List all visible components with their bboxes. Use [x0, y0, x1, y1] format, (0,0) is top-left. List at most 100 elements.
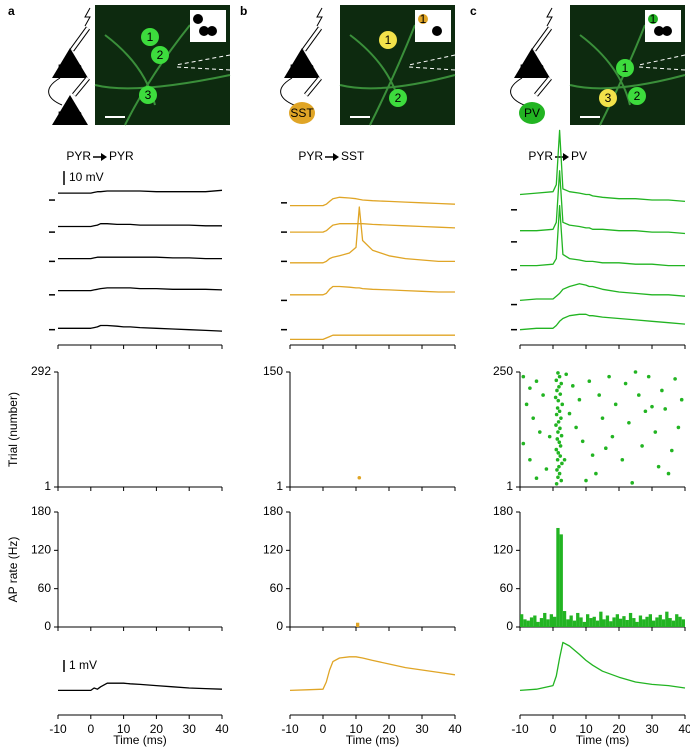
raster-dot — [656, 464, 661, 469]
raster-dot — [670, 448, 674, 453]
histogram-bar — [671, 620, 676, 627]
trace — [58, 287, 223, 292]
raster-dot — [528, 386, 532, 390]
histogram-bar — [592, 616, 596, 627]
histogram-bar — [609, 621, 613, 627]
panel-label: b — [240, 4, 247, 18]
axon — [510, 77, 525, 106]
interneuron — [519, 102, 545, 124]
trace — [290, 334, 455, 341]
raster-dot — [574, 425, 578, 430]
axon — [280, 77, 295, 106]
x-tick-label: 0 — [87, 722, 94, 736]
histogram-bar — [652, 620, 656, 627]
raster-dot — [555, 457, 560, 462]
image-label: 3 — [605, 91, 612, 105]
raster-dot — [559, 381, 564, 386]
raster-dot — [571, 384, 575, 388]
image-label: 1 — [385, 33, 392, 47]
histogram-bar — [635, 621, 639, 627]
histogram-bar — [612, 617, 616, 627]
histogram-bar — [642, 619, 646, 627]
pipette — [175, 54, 231, 71]
raster-dot — [643, 409, 648, 414]
x-tick-label: 40 — [448, 722, 462, 736]
histogram-bar — [566, 619, 570, 627]
histogram-bar — [539, 618, 544, 627]
histogram-bar — [523, 619, 527, 627]
cell-label: PYR — [58, 109, 83, 123]
raster-dot — [558, 444, 563, 448]
axon — [48, 77, 63, 106]
scale-bar-label: 1 mV — [69, 658, 97, 672]
cell-body — [151, 46, 169, 64]
raster-dot — [559, 416, 563, 420]
raster-dot — [531, 416, 535, 420]
histogram-bar — [536, 621, 540, 627]
x-tick-label: 40 — [215, 722, 229, 736]
histogram-bar — [619, 618, 623, 627]
raster-dot — [538, 430, 542, 434]
chart-title-to: PYR — [109, 149, 134, 163]
y-axis-title: Trial (number) — [6, 392, 20, 467]
raster-dot — [564, 372, 568, 377]
histogram-bar — [586, 614, 590, 627]
raster-dot — [547, 434, 552, 439]
histogram-bar — [625, 619, 629, 627]
histogram-bar — [553, 616, 557, 627]
pyr-cell — [514, 48, 550, 78]
cell-body — [389, 89, 407, 107]
scale-bar-label: 10 mV — [69, 170, 104, 184]
raster-dot — [554, 481, 559, 486]
raster-dot — [559, 433, 564, 438]
cell-body — [628, 87, 646, 105]
chart-title-to: PV — [571, 149, 587, 163]
raster-dot — [584, 478, 588, 483]
inset-cell — [662, 26, 672, 36]
histogram-bar — [589, 618, 593, 627]
histogram-bar — [668, 618, 672, 627]
raster-dot — [541, 393, 545, 397]
trace — [519, 129, 686, 203]
cell-label: SST — [290, 106, 314, 120]
trace — [58, 682, 223, 692]
histogram-bar — [648, 614, 652, 627]
histogram-bar — [556, 527, 560, 627]
x-axis-title: Time (ms) — [576, 733, 630, 747]
histogram-bar — [602, 619, 606, 627]
inset-label: 1 — [195, 12, 202, 26]
inset-label: 2 — [209, 24, 216, 38]
title-arrowhead — [563, 153, 569, 161]
histogram-bar — [546, 619, 550, 627]
raster-dot — [555, 406, 560, 410]
trace — [58, 223, 222, 228]
raster-dot — [660, 388, 664, 393]
raster-dot — [637, 393, 641, 397]
electrode — [532, 27, 552, 51]
cell-body — [139, 86, 157, 104]
raster-dot — [524, 402, 529, 407]
raster-dot — [620, 457, 625, 462]
pipette — [408, 54, 456, 71]
x-axis-title: Time (ms) — [346, 733, 400, 747]
raster-dot — [528, 457, 532, 462]
x-tick-label: 0 — [550, 722, 557, 736]
y-tick-label: 0 — [44, 619, 51, 633]
cell-body — [379, 31, 397, 49]
raster-dot — [557, 409, 562, 414]
raster-dot — [562, 457, 567, 462]
cell-label: PYR — [58, 62, 83, 76]
histogram-bar — [628, 612, 633, 627]
cell-label: PV — [524, 106, 540, 120]
y-tick-label: 60 — [38, 581, 52, 595]
raster-dot — [521, 441, 526, 446]
histogram-bar — [543, 612, 547, 627]
histogram-bar — [576, 612, 580, 627]
raster-dot — [557, 384, 561, 389]
raster-dot — [554, 423, 558, 427]
image-label: 2 — [395, 91, 402, 105]
pyr-cell — [52, 95, 88, 125]
y-tick-label: 292 — [31, 364, 51, 378]
y-tick-label: 250 — [493, 364, 513, 378]
inset-cell — [193, 14, 203, 24]
